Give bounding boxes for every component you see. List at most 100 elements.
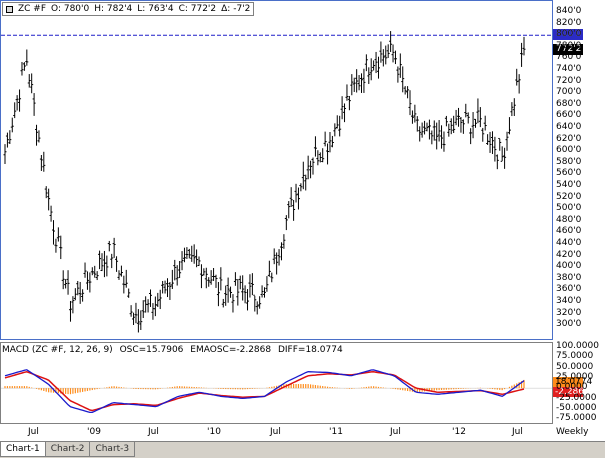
price-bar bbox=[170, 269, 174, 289]
price-bar bbox=[420, 122, 424, 138]
macd-line bbox=[4, 369, 525, 414]
price-bar bbox=[250, 273, 254, 296]
price-bar bbox=[153, 296, 157, 317]
price-bar bbox=[435, 122, 439, 150]
price-bar bbox=[272, 248, 276, 265]
price-chart-panel[interactable]: ZC #F O: 780'0 H: 782'4 L: 763'4 C: 772'… bbox=[0, 0, 553, 340]
price-bar bbox=[369, 58, 373, 81]
macd-signal-tag: -2.2868 bbox=[553, 387, 590, 397]
price-bar bbox=[212, 268, 216, 281]
price-bar bbox=[25, 49, 29, 66]
tab-chart-1[interactable]: Chart-1 bbox=[0, 442, 46, 457]
macd-panel[interactable]: MACD (ZC #F, 12, 26, 9) OSC=15.7906 EMAO… bbox=[0, 342, 553, 424]
price-bar bbox=[466, 112, 470, 124]
time-label: '09 bbox=[87, 427, 101, 437]
price-bar bbox=[345, 84, 349, 101]
price-bar bbox=[292, 199, 296, 221]
price-bar bbox=[444, 115, 448, 127]
price-bar bbox=[503, 147, 507, 169]
macd-tick-label: 0.0000 bbox=[556, 382, 588, 393]
price-bar bbox=[386, 44, 390, 58]
price-bar bbox=[3, 144, 7, 164]
price-bar bbox=[73, 288, 77, 301]
tab-chart-3[interactable]: Chart-3 bbox=[89, 442, 136, 457]
price-bar bbox=[490, 131, 494, 155]
macd-axis[interactable]: 18.0774 -2.2868 100.0000 75.0000 50.0000 25… bbox=[553, 341, 605, 424]
price-tick-label: 760'0 bbox=[556, 52, 582, 63]
price-bar bbox=[224, 285, 228, 306]
price-axis[interactable]: 800'0 772'2 840'0 820'0 800'0 780'0 760'0 740… bbox=[553, 0, 605, 340]
price-tick-label: 740'0 bbox=[556, 64, 582, 74]
price-bar bbox=[452, 115, 456, 133]
price-bar bbox=[124, 269, 128, 288]
price-bar bbox=[384, 45, 388, 65]
price-tick-label: 820'0 bbox=[556, 17, 582, 28]
macd-tick-label: 50.0000 bbox=[556, 361, 594, 372]
price-bar bbox=[510, 102, 514, 117]
time-label: '10 bbox=[207, 427, 221, 437]
price-tick-label: 540'0 bbox=[556, 180, 582, 190]
price-bar bbox=[350, 74, 354, 96]
price-bar bbox=[197, 256, 201, 266]
price-header: ZC #F O: 780'0 H: 782'4 L: 763'4 C: 772'… bbox=[2, 2, 255, 16]
price-bar bbox=[522, 36, 526, 56]
last-price-tag: 772'2 bbox=[553, 44, 583, 55]
macd-value-tag: 18.0774 bbox=[553, 377, 593, 387]
price-bar bbox=[481, 127, 485, 142]
price-bar bbox=[127, 288, 131, 298]
price-bar bbox=[498, 137, 502, 151]
price-bar bbox=[267, 260, 271, 277]
price-tick-label: 320'0 bbox=[556, 307, 582, 318]
price-bar bbox=[432, 120, 436, 141]
price-bar bbox=[296, 187, 300, 210]
price-tick-label: 840'0 bbox=[556, 6, 582, 16]
price-bar bbox=[226, 277, 230, 303]
price-bar bbox=[313, 136, 317, 157]
price-tick-label: 520'0 bbox=[556, 191, 582, 202]
price-bar bbox=[15, 95, 19, 111]
price-bar bbox=[476, 98, 480, 124]
time-axis[interactable]: Jul '09 Jul '10 Jul '11 Jul '12 Jul Week… bbox=[0, 424, 605, 440]
price-bar bbox=[512, 98, 516, 117]
price-bar bbox=[321, 148, 325, 163]
header-change: Δ: -7'2 bbox=[221, 4, 251, 14]
price-bar bbox=[151, 303, 155, 320]
price-tick-label: 420'0 bbox=[556, 249, 582, 260]
price-bar bbox=[112, 237, 116, 258]
price-bar bbox=[32, 93, 36, 116]
price-bar bbox=[355, 69, 359, 93]
price-bar bbox=[42, 151, 46, 172]
price-bar bbox=[493, 136, 497, 162]
price-bar bbox=[209, 270, 213, 285]
price-bar bbox=[415, 116, 419, 132]
price-bar bbox=[37, 130, 41, 143]
price-bar bbox=[168, 282, 172, 300]
tab-chart-2[interactable]: Chart-2 bbox=[44, 442, 91, 457]
macd-tick-label: -25.0000 bbox=[556, 392, 597, 403]
price-bar bbox=[110, 253, 114, 269]
price-bar bbox=[88, 272, 92, 293]
price-bar bbox=[255, 301, 259, 315]
price-tick-label: 340'0 bbox=[556, 296, 582, 306]
price-bar bbox=[486, 134, 490, 145]
macd-emaosc: EMAOSC=-2.2868 bbox=[190, 345, 272, 355]
chart-window-icon[interactable] bbox=[6, 5, 13, 13]
price-bar bbox=[306, 155, 310, 180]
price-tick-label: 580'0 bbox=[556, 156, 582, 167]
price-bar bbox=[301, 161, 305, 190]
price-tick-label: 500'0 bbox=[556, 203, 582, 214]
price-bar bbox=[136, 309, 140, 333]
price-tick-label: 400'0 bbox=[556, 261, 582, 272]
price-bar bbox=[178, 260, 182, 279]
price-bar bbox=[340, 96, 344, 120]
price-bar bbox=[182, 247, 186, 263]
price-bar bbox=[515, 68, 519, 86]
price-bar bbox=[102, 250, 106, 278]
price-bar bbox=[231, 294, 235, 313]
price-bar bbox=[20, 61, 24, 76]
price-bar bbox=[216, 281, 220, 307]
price-bar bbox=[360, 73, 364, 93]
price-bar bbox=[156, 292, 160, 308]
price-bar bbox=[343, 103, 347, 123]
price-bar bbox=[362, 68, 366, 93]
